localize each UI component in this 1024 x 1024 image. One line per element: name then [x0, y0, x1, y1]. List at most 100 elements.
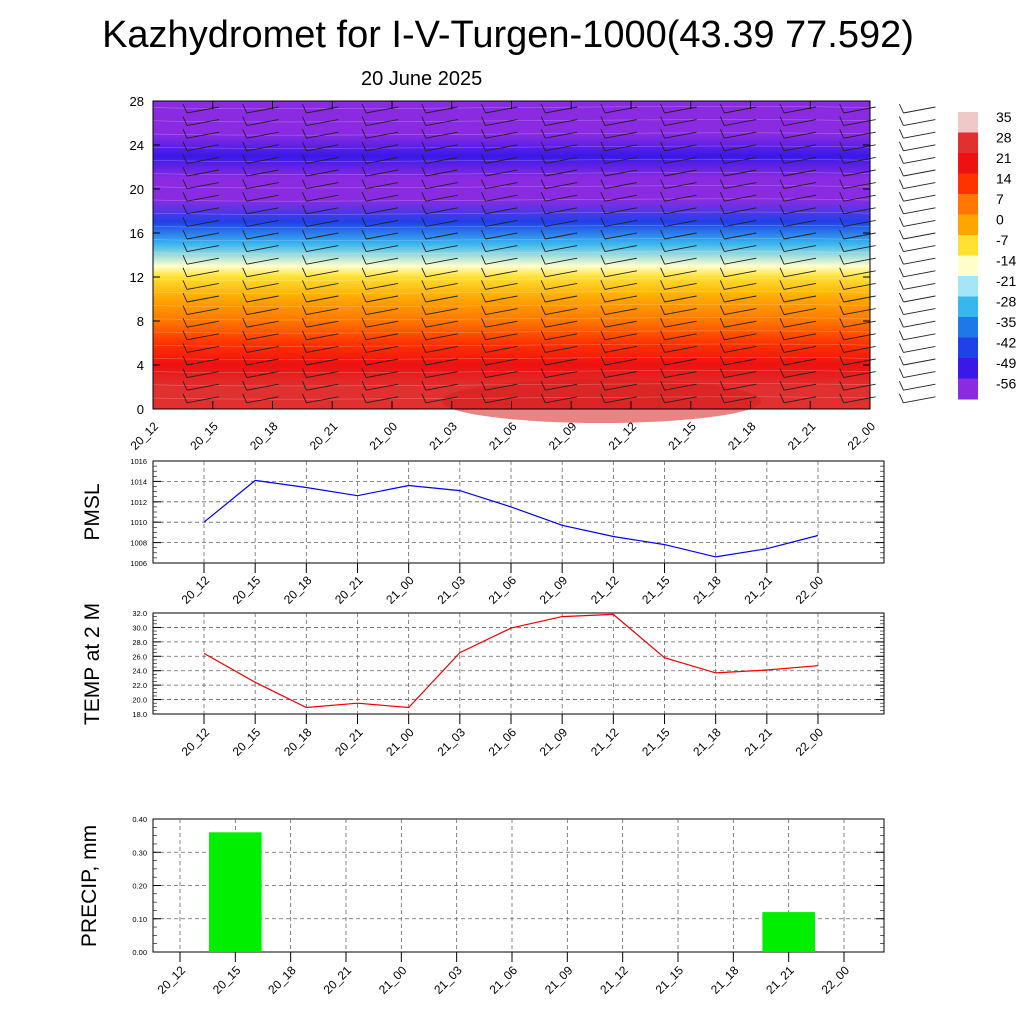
wind-barb-tick — [421, 330, 427, 340]
y-tick-label: 32.0 — [132, 609, 147, 618]
wind-barb-tick — [182, 255, 188, 265]
x-tick-label: 21_03 — [426, 419, 460, 453]
wind-barb-tick — [779, 166, 785, 177]
wind-barb — [604, 295, 637, 303]
wind-barb — [246, 320, 279, 328]
wind-barb-tick — [779, 355, 785, 366]
x-tick-label: 21_09 — [542, 963, 576, 997]
wind-barb-tick — [182, 116, 188, 126]
wind-barb-tick — [540, 103, 546, 114]
wind-barb — [485, 131, 518, 139]
wind-barb — [425, 345, 458, 353]
wind-barb-tick — [481, 318, 486, 328]
x-tick-label: 20_15 — [230, 573, 264, 607]
wind-barb-tick — [481, 305, 486, 315]
wind-barb — [664, 320, 697, 328]
isoline — [152, 145, 871, 149]
wind-barb — [306, 371, 339, 379]
wind-barb — [664, 245, 697, 253]
wind-barb-tick — [660, 242, 666, 252]
wind-barb — [425, 106, 458, 114]
wind-barb — [903, 396, 936, 404]
wind-barb-tick — [660, 267, 666, 277]
wind-barb-tick — [839, 292, 845, 303]
wind-barb — [485, 371, 518, 379]
wind-barb — [485, 320, 518, 328]
wind-barb — [903, 320, 936, 328]
wind-barb — [724, 396, 757, 404]
wind-barb-tick — [719, 343, 725, 353]
wind-barb — [366, 396, 399, 404]
y-tick-label: 0.10 — [132, 915, 147, 924]
colorbar-label: 7 — [996, 191, 1004, 207]
wind-barb-tick — [361, 267, 367, 277]
wind-barb-tick — [182, 381, 188, 391]
y-tick-label: 1014 — [130, 477, 147, 486]
wind-barb — [545, 245, 578, 253]
wind-barb — [664, 345, 697, 353]
wind-barb-tick — [898, 166, 904, 177]
wind-barb-tick — [779, 368, 785, 378]
wind-barb-tick — [779, 204, 785, 214]
wind-barb-tick — [361, 330, 367, 340]
wind-barb-tick — [839, 255, 845, 265]
wind-barb-tick — [242, 355, 248, 366]
wind-barb — [485, 295, 518, 303]
wind-barb — [186, 383, 220, 391]
x-tick-label: 21_09 — [537, 725, 571, 759]
wind-barb-tick — [242, 204, 248, 214]
wind-barb-tick — [660, 355, 666, 366]
wind-barb — [306, 144, 339, 152]
wind-barb-tick — [898, 280, 904, 290]
wind-barb-tick — [361, 393, 367, 403]
wind-barb-tick — [540, 129, 546, 139]
colorbar-swatch — [958, 112, 978, 133]
wind-barb — [366, 207, 399, 215]
wind-barb — [545, 358, 578, 366]
wind-barb-tick — [361, 381, 367, 391]
wind-barb — [604, 169, 637, 177]
wind-barb — [783, 207, 817, 215]
y-tick-label: 24.0 — [132, 667, 147, 676]
wind-barb-tick — [242, 267, 248, 277]
x-tick-label: 20_15 — [230, 725, 264, 759]
wind-barb-tick — [361, 179, 367, 189]
wind-barb — [186, 308, 220, 316]
wind-barb-tick — [839, 242, 845, 252]
wind-barb — [903, 119, 936, 127]
wind-barb-tick — [540, 280, 546, 290]
wind-barb — [186, 182, 220, 190]
wind-barb-tick — [839, 154, 845, 164]
x-tick-label: 21_18 — [708, 963, 742, 997]
wind-barb-tick — [361, 129, 367, 139]
wind-barb-tick — [600, 393, 606, 403]
wind-barb — [485, 144, 518, 152]
wind-barb — [366, 383, 399, 391]
wind-barb — [425, 144, 458, 152]
wind-barb-tick — [182, 343, 188, 353]
isoline — [152, 158, 871, 162]
colorbar-label: -7 — [996, 232, 1009, 248]
wind-barb — [724, 144, 757, 152]
wind-barb-tick — [242, 343, 248, 353]
wind-barb-tick — [182, 154, 188, 164]
wind-barb — [604, 358, 637, 366]
wind-barb-tick — [898, 393, 904, 403]
wind-barb-tick — [839, 280, 845, 290]
wind-barb-tick — [421, 305, 427, 315]
wind-barb — [306, 358, 339, 366]
colorbar-label: -14 — [996, 253, 1016, 269]
wind-barb — [664, 144, 697, 152]
y-tick-label: 0.20 — [132, 882, 147, 891]
heatmap-warm-core — [441, 379, 762, 423]
y-tick-label: 1012 — [130, 498, 147, 507]
wind-barb-tick — [301, 129, 307, 139]
wind-barb-tick — [301, 166, 307, 177]
wind-barb-tick — [182, 166, 188, 177]
wind-barb — [306, 282, 339, 290]
wind-barb — [545, 383, 578, 391]
wind-barb-tick — [421, 318, 427, 328]
colorbar-label: -42 — [996, 335, 1016, 351]
y-tick-label: 18.0 — [132, 710, 147, 719]
x-tick-label: 20_21 — [332, 573, 366, 607]
